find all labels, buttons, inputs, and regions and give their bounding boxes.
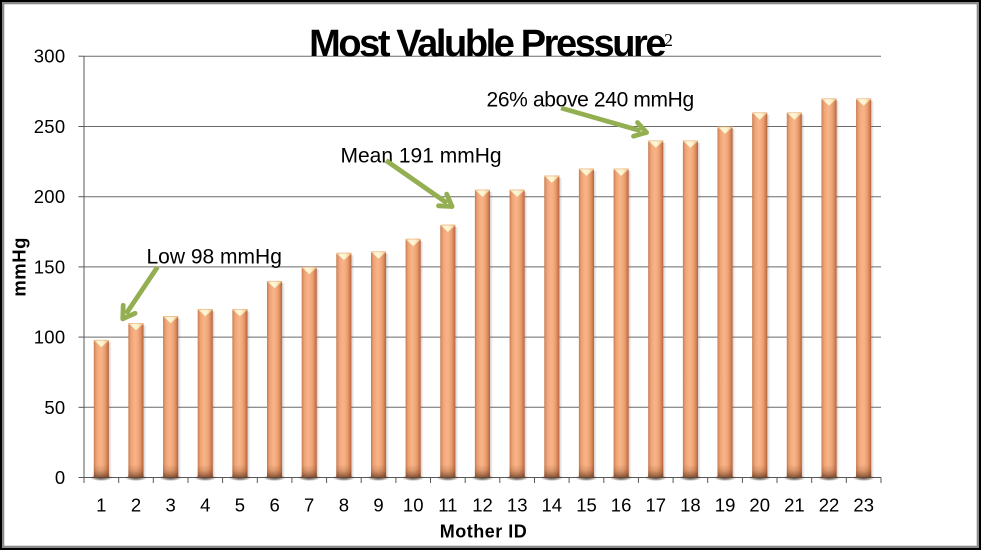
svg-text:6: 6 — [269, 495, 279, 516]
svg-text:Mother ID: Mother ID — [440, 522, 528, 542]
svg-text:7: 7 — [304, 495, 314, 516]
svg-text:16: 16 — [611, 495, 632, 516]
svg-text:9: 9 — [373, 495, 383, 516]
svg-text:50: 50 — [44, 397, 65, 418]
svg-text:250: 250 — [34, 116, 66, 137]
svg-text:Low 98 mmHg: Low 98 mmHg — [147, 246, 282, 269]
svg-text:12: 12 — [472, 495, 493, 516]
svg-text:20: 20 — [749, 495, 770, 516]
svg-text:26% above 240 mmHg: 26% above 240 mmHg — [487, 88, 694, 111]
svg-text:19: 19 — [715, 495, 736, 516]
svg-text:300: 300 — [34, 46, 66, 67]
svg-text:200: 200 — [34, 186, 66, 207]
svg-text:15: 15 — [576, 495, 597, 516]
svg-text:18: 18 — [680, 495, 701, 516]
svg-text:17: 17 — [646, 495, 667, 516]
svg-text:14: 14 — [542, 495, 563, 516]
svg-text:Most Valuble Pressure2: Most Valuble Pressure2 — [309, 23, 673, 65]
svg-text:mmHg: mmHg — [9, 237, 30, 297]
svg-text:1: 1 — [96, 495, 106, 516]
svg-text:150: 150 — [34, 256, 66, 277]
svg-text:22: 22 — [819, 495, 840, 516]
svg-text:11: 11 — [438, 495, 457, 516]
svg-text:21: 21 — [784, 495, 805, 516]
svg-text:3: 3 — [165, 495, 175, 516]
svg-text:5: 5 — [235, 495, 245, 516]
svg-text:10: 10 — [403, 495, 424, 516]
svg-text:100: 100 — [34, 327, 66, 348]
svg-text:8: 8 — [339, 495, 349, 516]
svg-text:0: 0 — [55, 467, 66, 488]
svg-text:Mean 191 mmHg: Mean 191 mmHg — [341, 144, 502, 167]
svg-text:23: 23 — [853, 495, 874, 516]
svg-text:4: 4 — [200, 495, 210, 516]
svg-text:13: 13 — [507, 495, 528, 516]
svg-text:2: 2 — [131, 495, 141, 516]
